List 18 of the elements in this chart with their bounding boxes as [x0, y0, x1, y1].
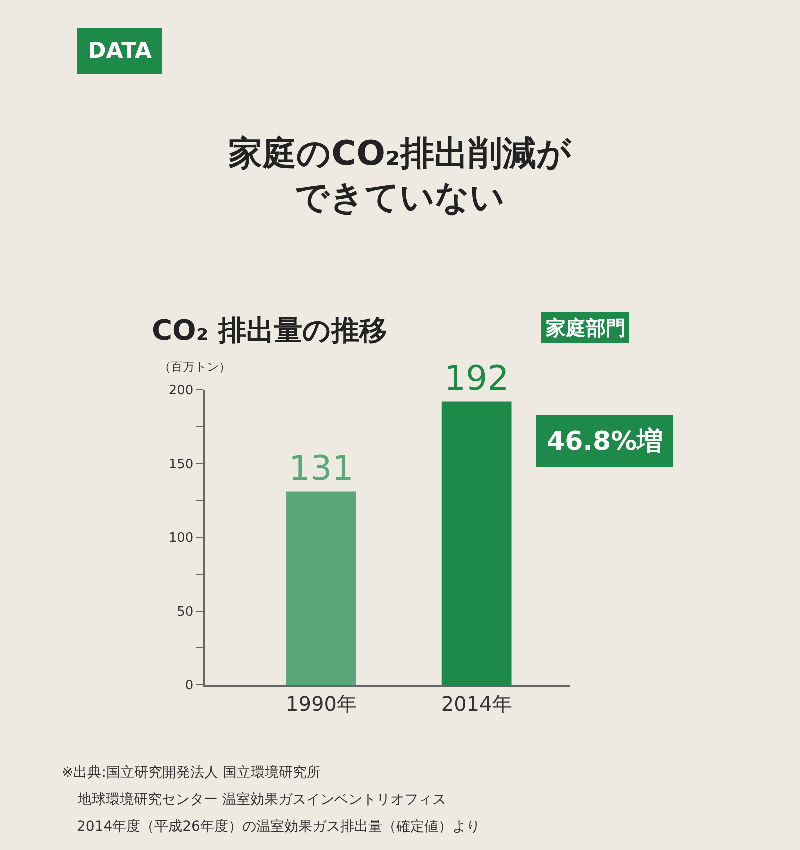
annotation: 46.8%増 [547, 426, 664, 457]
x-tick-label: 2014年 [441, 692, 512, 716]
chart-title: 家庭のCO₂排出削減ができていない [228, 134, 572, 218]
text: 家庭部門 [545, 316, 626, 340]
y-tick-label: 200 [168, 384, 194, 399]
y-tick-label: 100 [168, 531, 194, 546]
y-tick-label: 150 [168, 457, 194, 472]
text: 地球環境研究センター 温室効果ガスインベントリオフィス [77, 792, 446, 808]
x-tick-label: 1990年 [286, 692, 357, 716]
text: 2014年度（平成26年度）の温室効果ガス排出量（確定値）より [77, 819, 480, 835]
text: DATA [88, 39, 152, 64]
text: ※出典:国立研究開発法人 国立環境研究所 [62, 765, 321, 781]
data-label: 131 [289, 448, 354, 489]
y-tick-label: 50 [177, 604, 194, 620]
y-axis-title: （百万トン） [159, 360, 231, 374]
data-label: 192 [444, 358, 510, 399]
chart-subtitle: CO₂ 排出量の推移 [152, 314, 388, 347]
y-tick-label: 0 [185, 678, 194, 694]
